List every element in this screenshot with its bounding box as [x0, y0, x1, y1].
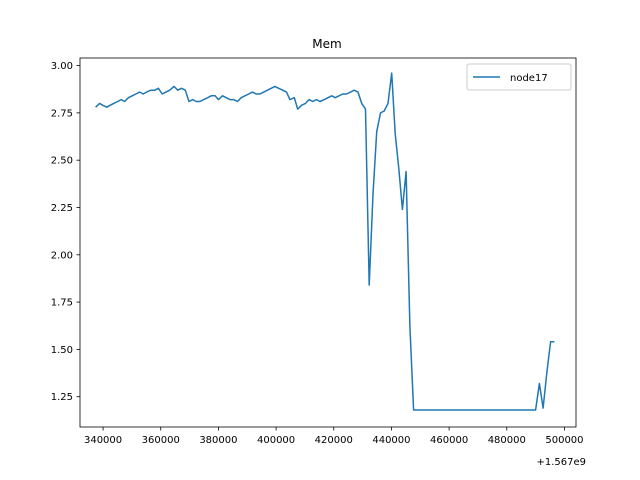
series-layer	[95, 72, 555, 411]
legend-label: node17	[510, 73, 548, 84]
x-offset-label: +1.567e9	[536, 457, 586, 468]
plot-frame	[79, 57, 577, 428]
x-axis: 340000 360000 380000 400000 420000 440000 4600…	[84, 427, 584, 446]
legend: node17	[466, 63, 572, 91]
series-line-node17	[95, 72, 555, 411]
y-tick-label: 2.25	[51, 203, 73, 214]
x-tick-label: 340000	[84, 435, 122, 446]
plot-area	[79, 57, 577, 428]
x-tick-label: 380000	[199, 435, 237, 446]
y-tick-label: 2.00	[51, 250, 73, 261]
x-tick-label: 460000	[430, 435, 468, 446]
y-tick-label: 1.75	[51, 298, 73, 309]
x-tick-label: 440000	[372, 435, 410, 446]
y-axis: 1.25 1.50 1.75 2.00 2.25 2.50 2.75 3.00	[51, 61, 80, 403]
x-tick-label: 360000	[142, 435, 180, 446]
y-tick-label: 3.00	[51, 61, 73, 72]
y-tick-label: 2.50	[51, 156, 73, 167]
y-tick-label: 1.50	[51, 345, 73, 356]
x-tick-label: 480000	[488, 435, 526, 446]
y-tick-label: 2.75	[51, 108, 73, 119]
legend-box	[466, 63, 572, 91]
x-tick-label: 400000	[257, 435, 295, 446]
chart-title: Mem	[312, 37, 341, 51]
x-tick-label: 500000	[545, 435, 583, 446]
x-tick-label: 420000	[315, 435, 353, 446]
y-tick-label: 1.25	[51, 392, 73, 403]
